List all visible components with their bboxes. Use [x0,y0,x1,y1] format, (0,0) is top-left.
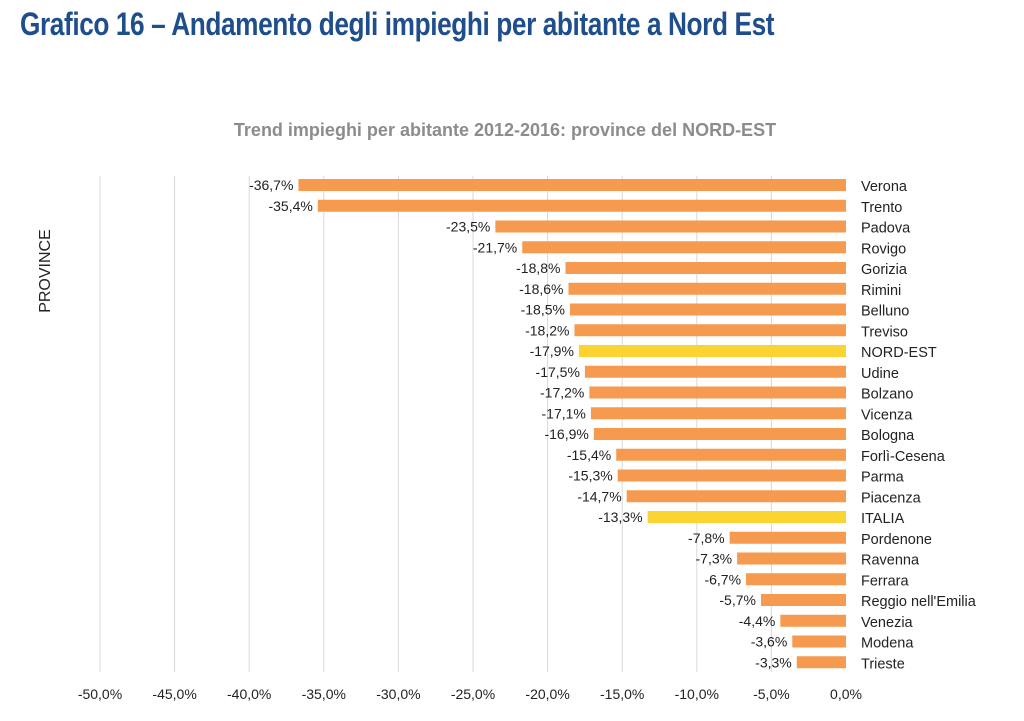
x-tick-label: -40,0% [227,686,271,702]
category-label: Gorizia [861,262,908,278]
bar [589,386,846,399]
bar [522,241,846,254]
bar [616,448,846,461]
data-label: -6,7% [704,571,741,587]
category-label: ITALIA [861,511,905,527]
x-tick-label: -45,0% [152,686,196,702]
data-label: -18,5% [521,302,565,318]
data-label: -35,4% [268,198,312,214]
data-label: -16,9% [544,426,588,442]
category-label: Trieste [861,656,905,672]
category-label: Padova [861,221,911,237]
x-tick-label: -50,0% [78,686,122,702]
data-label: -18,8% [516,260,560,276]
x-tick-label: -15,0% [600,686,644,702]
category-label: Verona [861,179,908,195]
x-tick-label: -35,0% [302,686,346,702]
category-label: Venezia [861,615,914,631]
category-label: Modena [861,636,914,652]
data-label: -13,3% [598,509,642,525]
bars [298,179,846,669]
page-title: Grafico 16 – Andamento degli impieghi pe… [20,6,775,42]
category-label: Reggio nell'Emilia [861,594,977,610]
bar [569,303,846,316]
bar [760,594,846,606]
category-label: Bolzano [861,387,913,403]
bar [626,490,846,503]
data-label: -5,7% [719,592,756,608]
data-label: -23,5% [446,219,490,235]
bar [568,282,846,295]
x-tick-label: -25,0% [451,686,495,702]
category-label: NORD-EST [861,345,937,361]
data-label: -14,7% [577,488,621,504]
data-label: -3,3% [755,654,792,670]
bar [317,199,846,212]
data-label: -18,2% [525,322,569,338]
bar [574,324,846,337]
bar [746,573,846,586]
bar [780,614,846,627]
category-label: Rimini [861,283,901,299]
category-label: Forlì-Cesena [861,449,946,465]
data-label: -17,2% [540,385,584,401]
data-label: -17,5% [536,364,580,380]
data-label: -18,6% [519,281,563,297]
category-label: Ravenna [861,553,920,569]
data-label: -36,7% [249,177,293,193]
bar [590,407,846,420]
grid-lines [99,176,772,672]
x-axis-ticks: -50,0% -45,0% -40,0% -35,0% -30,0% -25,0% -20,… [78,686,862,702]
data-label: -21,7% [473,239,517,255]
bar [578,345,846,357]
data-label: -15,4% [567,447,611,463]
category-label: Ferrara [861,573,909,589]
category-label: Bologna [861,428,915,444]
bar [584,365,846,378]
category-label: Parma [861,470,905,486]
data-label: -4,4% [739,613,776,629]
category-label: Rovigo [861,241,906,257]
bar [495,220,846,233]
bar [796,656,846,669]
data-label: -17,1% [542,405,586,421]
category-label: Belluno [861,304,909,320]
category-label: Udine [861,366,899,382]
x-tick-label: -30,0% [376,686,420,702]
data-label: -17,9% [530,343,574,359]
bar [737,552,846,565]
bar [647,511,846,523]
category-label: Piacenza [861,490,922,506]
data-label: -3,6% [751,634,788,650]
chart-title: Trend impieghi per abitante 2012-2016: p… [233,120,777,140]
x-tick-label: -20,0% [525,686,569,702]
category-labels: Verona Trento Padova Rovigo Gorizia Rimini Bel… [861,179,977,672]
bar [617,469,846,482]
category-label: Trento [861,200,902,216]
category-label: Treviso [861,324,908,340]
category-label: Vicenza [861,407,913,423]
bar [298,179,846,191]
data-label: -7,3% [696,551,733,567]
x-tick-label: -10,0% [675,686,719,702]
bar [565,262,846,274]
x-tick-label: 0,0% [830,686,862,702]
bar [729,531,846,544]
bar [593,428,846,440]
data-label: -7,8% [688,530,725,546]
category-label: Pordenone [861,532,932,548]
x-tick-label: -5,0% [753,686,790,702]
data-label: -15,3% [568,468,612,484]
bar [792,635,846,648]
data-labels: -36,7% -35,4% -23,5% -21,7% -18,8% -18,6% -18,… [249,177,792,670]
